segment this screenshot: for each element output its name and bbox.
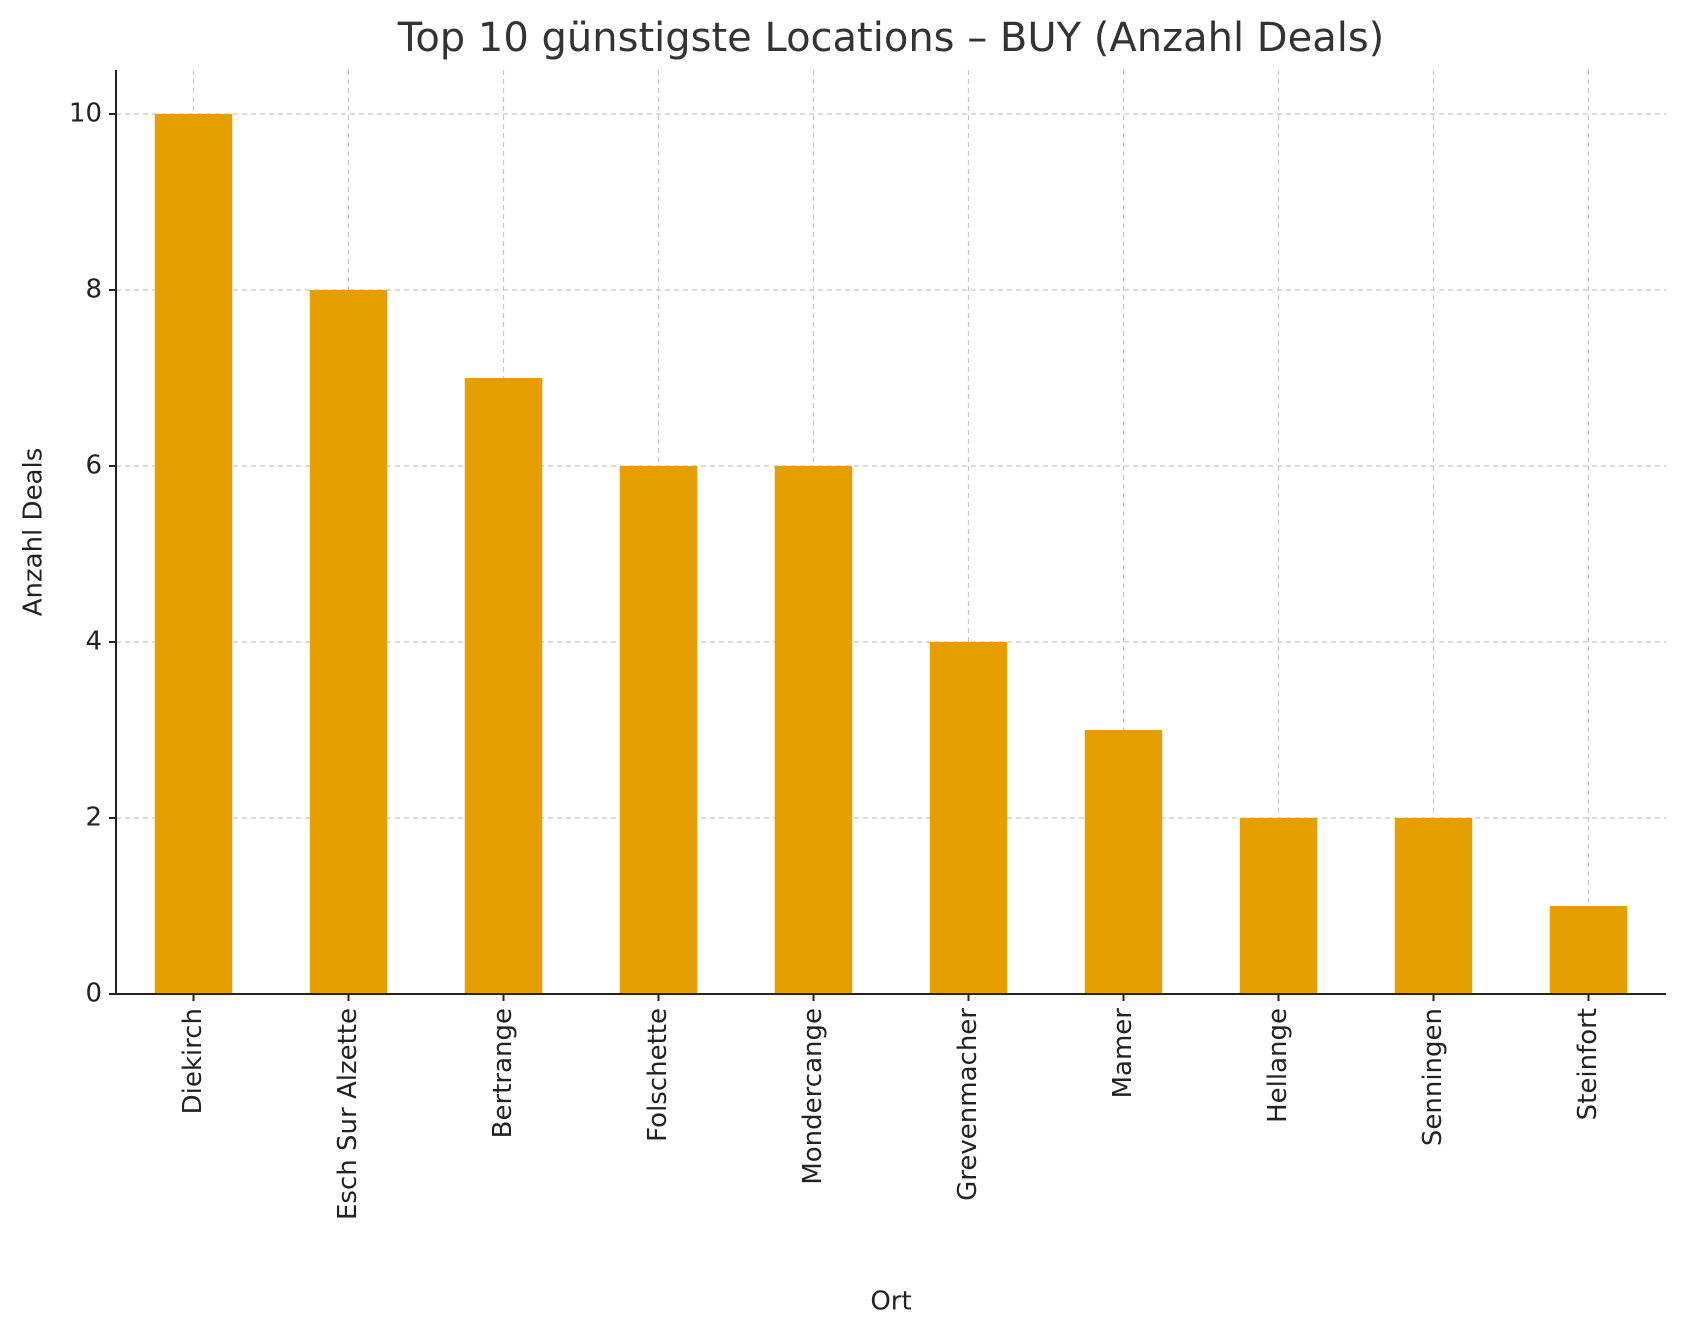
bar [1084, 730, 1163, 994]
x-tick-label: Mamer [1108, 1008, 1138, 1099]
bar [619, 466, 698, 994]
y-tick-label: 4 [85, 627, 102, 657]
bar [309, 290, 388, 994]
x-tick-label: Diekirch [178, 1008, 208, 1114]
x-tick-label: Grevenmacher [953, 1008, 983, 1201]
bar [929, 642, 1008, 994]
y-tick-label: 2 [85, 803, 102, 833]
y-tick-label: 6 [85, 451, 102, 481]
bar [464, 378, 543, 994]
bar [154, 114, 233, 994]
x-tick-label: Mondercange [798, 1008, 828, 1185]
y-tick-label: 10 [69, 99, 102, 129]
x-tick-label: Hellange [1263, 1008, 1293, 1123]
y-tick-label: 0 [85, 979, 102, 1009]
x-tick-label: Esch Sur Alzette [333, 1008, 363, 1220]
x-tick-label: Folschette [643, 1008, 673, 1142]
chart-title: Top 10 günstigste Locations – BUY (Anzah… [397, 15, 1385, 61]
bar [774, 466, 853, 994]
x-tick-label: Steinfort [1573, 1008, 1603, 1120]
bar [1394, 818, 1473, 994]
y-tick-label: 8 [85, 275, 102, 305]
x-tick-label: Senningen [1418, 1008, 1448, 1146]
x-tick-label: Bertrange [488, 1008, 518, 1138]
y-axis-label: Anzahl Deals [19, 448, 49, 617]
bar [1239, 818, 1318, 994]
x-axis-label: Ort [870, 1287, 911, 1317]
bar [1549, 906, 1628, 994]
